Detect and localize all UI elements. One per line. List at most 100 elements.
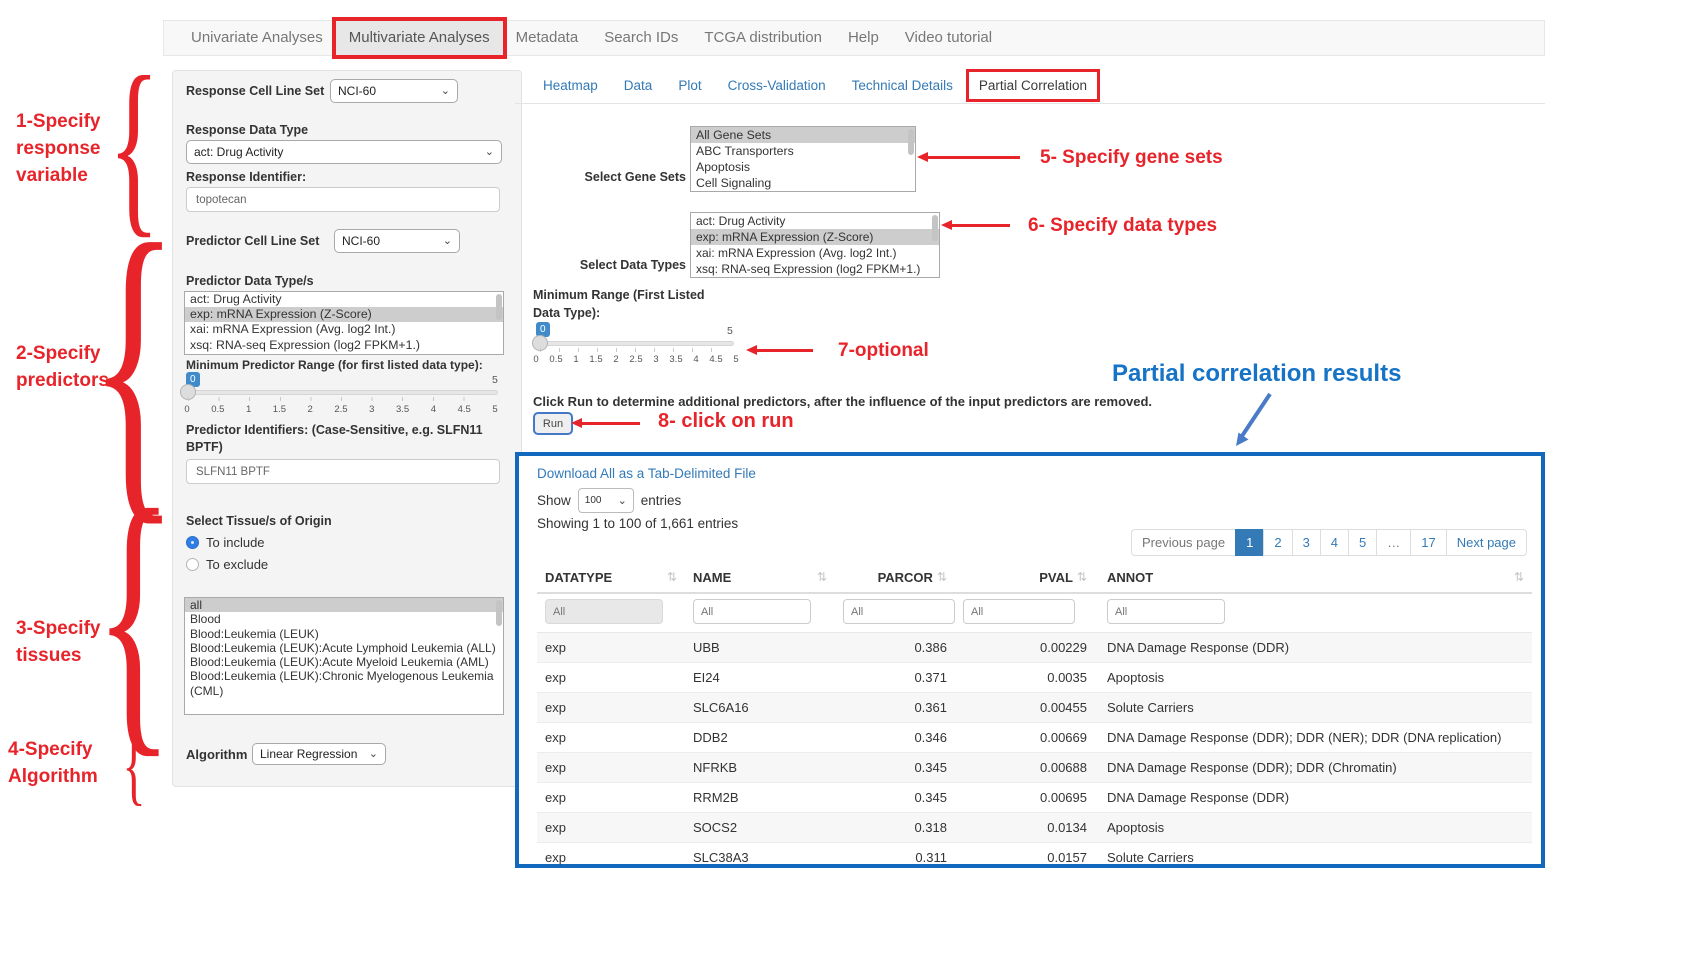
column-header-datatype[interactable]: DATATYPE⇅ bbox=[537, 562, 685, 593]
listbox-option[interactable]: Apoptosis bbox=[691, 159, 915, 175]
min-range-slider-track[interactable] bbox=[538, 341, 734, 346]
listbox-option[interactable]: Cell Signaling bbox=[691, 175, 915, 191]
response-identifier-input[interactable] bbox=[186, 187, 500, 212]
slider-max-label: 5 bbox=[727, 325, 733, 337]
annotation-arrow-data-types bbox=[952, 224, 1010, 227]
predictor-identifiers-input[interactable] bbox=[186, 459, 500, 484]
page-button-17[interactable]: 17 bbox=[1410, 529, 1446, 556]
nav-tcga-distribution[interactable]: TCGA distribution bbox=[691, 21, 835, 55]
listbox-option[interactable]: Blood:Leukemia (LEUK):Acute Lymphoid Leu… bbox=[185, 641, 503, 655]
gene-sets-listbox[interactable]: All Gene Sets ABC Transporters Apoptosis… bbox=[690, 126, 916, 192]
nav-multivariate-analyses[interactable]: Multivariate Analyses bbox=[336, 21, 503, 55]
predictor-cell-line-set-value: NCI-60 bbox=[342, 234, 380, 248]
listbox-option[interactable]: Blood:Leukemia (LEUK):Chronic Myelogenou… bbox=[185, 669, 503, 698]
sort-icon[interactable]: ⇅ bbox=[1077, 570, 1087, 584]
scrollbar-thumb[interactable] bbox=[908, 129, 914, 155]
tissue-exclude-radio[interactable] bbox=[186, 558, 199, 571]
listbox-option[interactable]: act: Drug Activity bbox=[185, 292, 503, 307]
listbox-option[interactable]: ABC Transporters bbox=[691, 143, 915, 159]
listbox-option[interactable]: act: Drug Activity bbox=[691, 213, 939, 229]
nav-search-ids[interactable]: Search IDs bbox=[591, 21, 691, 55]
table-row[interactable]: expSLC38A3 0.3110.0157 Solute Carriers bbox=[537, 843, 1532, 873]
tab-partial-correlation[interactable]: Partial Correlation bbox=[969, 72, 1097, 99]
predictor-cell-line-set-label: Predictor Cell Line Set bbox=[186, 234, 319, 248]
table-row[interactable]: expDDB2 0.3460.00669 DNA Damage Response… bbox=[537, 723, 1532, 753]
table-row[interactable]: expSOCS2 0.3180.0134 Apoptosis bbox=[537, 813, 1532, 843]
tab-technical-details[interactable]: Technical Details bbox=[842, 72, 963, 99]
data-types-listbox[interactable]: act: Drug Activity exp: mRNA Expression … bbox=[690, 212, 940, 278]
show-entries-value: 100 bbox=[585, 495, 602, 506]
sort-icon[interactable]: ⇅ bbox=[667, 570, 677, 584]
listbox-option-selected[interactable]: All Gene Sets bbox=[691, 127, 915, 143]
sort-icon[interactable]: ⇅ bbox=[817, 570, 827, 584]
filter-input-annot[interactable] bbox=[1107, 599, 1225, 624]
column-header-name[interactable]: NAME⇅ bbox=[685, 562, 835, 593]
pagination: Previous page 1 2 3 4 5 … 17 Next page bbox=[1132, 529, 1527, 556]
listbox-option-selected[interactable]: exp: mRNA Expression (Z-Score) bbox=[691, 229, 939, 245]
annotation-step4: 4-SpecifyAlgorithm bbox=[8, 736, 98, 790]
page-button-4[interactable]: 4 bbox=[1320, 529, 1349, 556]
response-data-type-label: Response Data Type bbox=[186, 123, 308, 137]
response-data-type-select[interactable]: act: Drug Activity ⌄ bbox=[186, 140, 502, 164]
tab-data[interactable]: Data bbox=[614, 72, 663, 99]
listbox-option[interactable]: Blood:Leukemia (LEUK) bbox=[185, 627, 503, 641]
filter-input-name[interactable] bbox=[693, 599, 811, 624]
listbox-option[interactable]: Blood:Leukemia (LEUK):Acute Myeloid Leuk… bbox=[185, 655, 503, 669]
page-button-3[interactable]: 3 bbox=[1292, 529, 1321, 556]
tissue-include-label[interactable]: To include bbox=[206, 535, 265, 550]
column-header-parcor[interactable]: PARCOR⇅ bbox=[835, 562, 955, 593]
sort-icon[interactable]: ⇅ bbox=[937, 570, 947, 584]
scrollbar-thumb[interactable] bbox=[496, 294, 502, 320]
page-button-5[interactable]: 5 bbox=[1348, 529, 1377, 556]
run-button[interactable]: Run bbox=[533, 412, 573, 435]
filter-input-pval[interactable] bbox=[963, 599, 1075, 624]
show-entries-select[interactable]: 100 ⌄ bbox=[578, 488, 634, 513]
page-button-2[interactable]: 2 bbox=[1263, 529, 1292, 556]
select-tissues-label: Select Tissue/s of Origin bbox=[186, 514, 332, 528]
tab-plot[interactable]: Plot bbox=[668, 72, 711, 99]
column-header-pval[interactable]: PVAL⇅ bbox=[955, 562, 1095, 593]
table-row[interactable]: expNFRKB 0.3450.00688 DNA Damage Respons… bbox=[537, 753, 1532, 783]
table-row[interactable]: expRRM2B 0.3450.00695 DNA Damage Respons… bbox=[537, 783, 1532, 813]
filter-input-parcor[interactable] bbox=[843, 599, 955, 624]
page-button-1[interactable]: 1 bbox=[1235, 529, 1264, 556]
predictor-cell-line-set-select[interactable]: NCI-60 ⌄ bbox=[334, 229, 460, 253]
predictor-data-types-listbox[interactable]: act: Drug Activity exp: mRNA Expression … bbox=[184, 291, 504, 355]
tissue-include-radio[interactable] bbox=[186, 536, 199, 549]
listbox-option[interactable]: xsq: RNA-seq Expression (log2 FPKM+1.) bbox=[691, 261, 939, 277]
listbox-option[interactable]: Blood bbox=[185, 612, 503, 626]
scrollbar-thumb[interactable] bbox=[496, 600, 502, 626]
nav-video-tutorial[interactable]: Video tutorial bbox=[892, 21, 1005, 55]
table-row[interactable]: expSLC6A16 0.3610.00455 Solute Carriers bbox=[537, 693, 1532, 723]
scrollbar-thumb[interactable] bbox=[932, 215, 938, 241]
previous-page-button[interactable]: Previous page bbox=[1131, 529, 1236, 556]
table-row[interactable]: expEI24 0.3710.0035 Apoptosis bbox=[537, 663, 1532, 693]
nav-help[interactable]: Help bbox=[835, 21, 892, 55]
results-title-annotation: Partial correlation results bbox=[1112, 360, 1401, 388]
listbox-option-selected[interactable]: all bbox=[185, 598, 503, 612]
filter-input-datatype[interactable] bbox=[545, 599, 663, 624]
next-page-button[interactable]: Next page bbox=[1446, 529, 1527, 556]
column-header-annot[interactable]: ANNOT⇅ bbox=[1095, 562, 1532, 593]
chevron-down-icon: ⌄ bbox=[443, 236, 452, 246]
response-cell-line-set-select[interactable]: NCI-60 ⌄ bbox=[330, 79, 458, 103]
download-all-link[interactable]: Download All as a Tab-Delimited File bbox=[537, 466, 756, 481]
sort-icon[interactable]: ⇅ bbox=[1514, 570, 1524, 584]
algorithm-select[interactable]: Linear Regression ⌄ bbox=[252, 743, 386, 765]
listbox-option-selected[interactable]: exp: mRNA Expression (Z-Score) bbox=[185, 307, 503, 322]
tissue-listbox[interactable]: all Blood Blood:Leukemia (LEUK) Blood:Le… bbox=[184, 597, 504, 715]
tab-cross-validation[interactable]: Cross-Validation bbox=[718, 72, 836, 99]
table-row[interactable]: expUBB 0.3860.00229 DNA Damage Response … bbox=[537, 633, 1532, 663]
brace-step3: { bbox=[120, 500, 149, 730]
listbox-option[interactable]: xai: mRNA Expression (Avg. log2 Int.) bbox=[691, 245, 939, 261]
tissue-exclude-label[interactable]: To exclude bbox=[206, 557, 268, 572]
tab-heatmap[interactable]: Heatmap bbox=[533, 72, 608, 99]
annotation-step3: 3-Specifytissues bbox=[16, 615, 100, 669]
nav-univariate-analyses[interactable]: Univariate Analyses bbox=[178, 21, 336, 55]
listbox-option[interactable]: xai: mRNA Expression (Avg. log2 Int.) bbox=[185, 322, 503, 337]
listbox-option[interactable]: xsq: RNA-seq Expression (log2 FPKM+1.) bbox=[185, 338, 503, 353]
annotation-step8: 8- click on run bbox=[658, 408, 794, 435]
min-predictor-range-slider-track[interactable] bbox=[186, 390, 498, 395]
nav-metadata[interactable]: Metadata bbox=[503, 21, 592, 55]
slider-tickmarks bbox=[540, 348, 730, 352]
